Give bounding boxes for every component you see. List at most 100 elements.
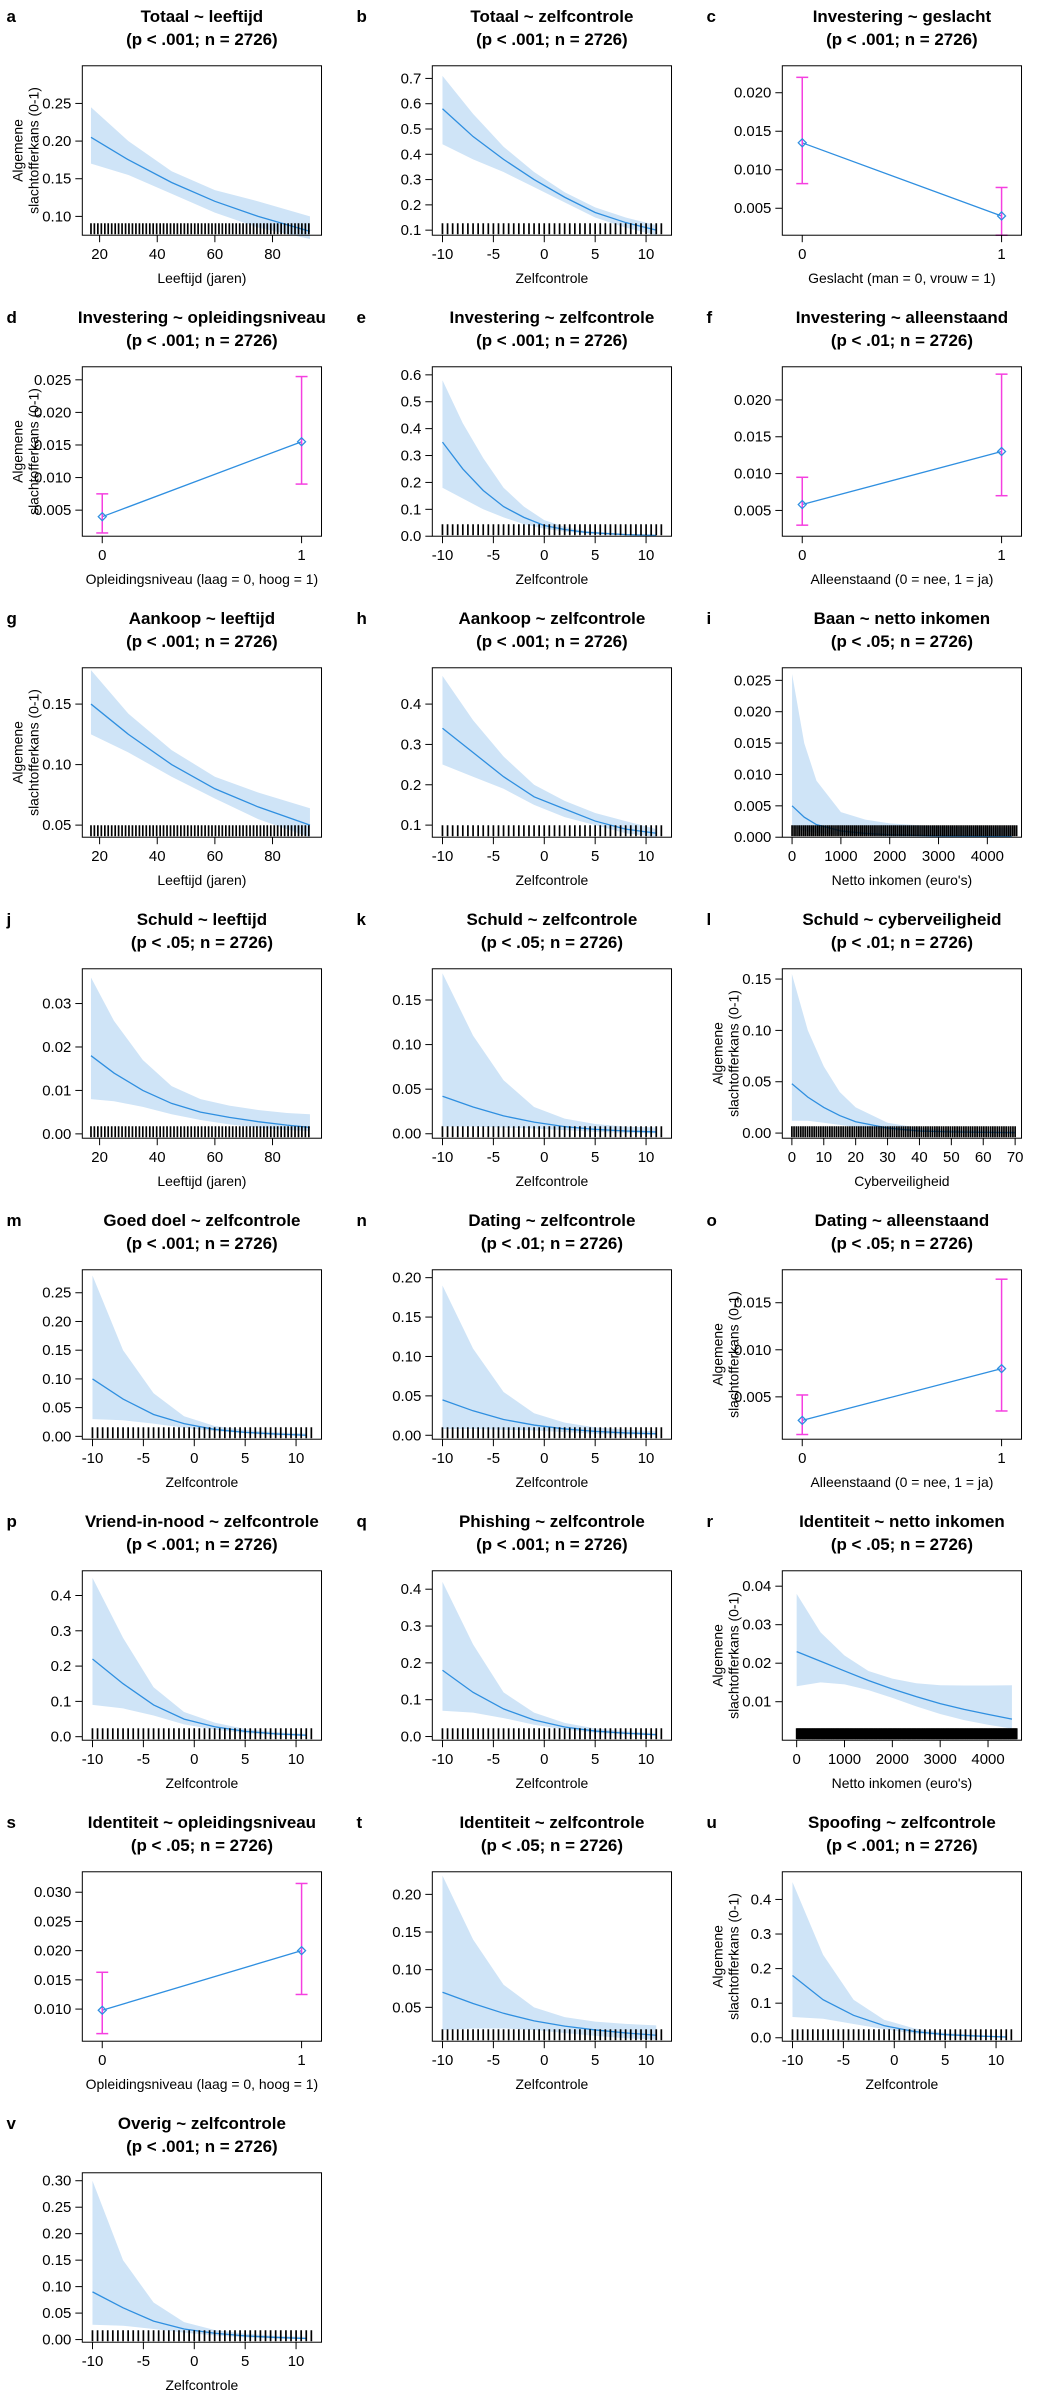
- chart-subtitle: (p < .001; n = 2726): [126, 1234, 278, 1253]
- chart-panel-i: i Baan ~ netto inkomen (p < .05; n = 2726)…: [700, 602, 1050, 902]
- panel-letter: i: [707, 609, 712, 628]
- chart-title: Totaal ~ zelfcontrole: [470, 7, 633, 26]
- x-tick-label: 40: [149, 246, 166, 263]
- plot-frame: [81, 667, 323, 838]
- y-tick-label: 0.15: [392, 992, 421, 1009]
- panel-letter: c: [707, 7, 716, 26]
- x-tick-label: -10: [82, 2353, 104, 2370]
- x-tick-label: 10: [638, 1751, 655, 1768]
- plot-frame: [781, 1871, 1023, 2042]
- y-tick-label: 0.15: [42, 696, 71, 713]
- panel-letter: b: [357, 7, 367, 26]
- x-tick-label: 1: [997, 246, 1005, 263]
- y-tick-label: 0.25: [42, 95, 71, 112]
- y-tick-label: 0.015: [34, 1972, 71, 1989]
- chart-title: Phishing ~ zelfcontrole: [459, 1512, 645, 1531]
- chart-panel-p: p Vriend-in-nood ~ zelfcontrole (p < .001;…: [0, 1505, 350, 1805]
- y-tick-label: 0.3: [401, 1618, 422, 1635]
- error-bar: [796, 1394, 809, 1436]
- x-tick-label: 4000: [971, 848, 1004, 865]
- y-tick-label: 0.005: [734, 798, 771, 815]
- x-tick-label: -5: [137, 1751, 150, 1768]
- y-axis-label: Algemene: [710, 1323, 726, 1386]
- rug-marks: [91, 2330, 313, 2342]
- y-tick-label: 0.00: [42, 1126, 71, 1143]
- chart-svg-g: g Aankoop ~ leeftijd (p < .001; n = 2726) 2…: [7, 609, 323, 888]
- y-tick-label: 0.01: [42, 1082, 71, 1099]
- confidence-band: [442, 973, 657, 1134]
- y-tick-label: 0.0: [751, 2030, 772, 2047]
- chart-svg-r: r Identiteit ~ netto inkomen (p < .05; n =…: [707, 1512, 1023, 1791]
- chart-svg-f: f Investering ~ alleenstaand (p < .01; n =…: [707, 308, 1023, 587]
- x-axis-label: Opleidingsniveau (laag = 0, hoog = 1): [86, 2076, 318, 2092]
- y-tick-label: 0.4: [401, 146, 422, 163]
- data-point: [996, 446, 1007, 457]
- x-tick-label: 20: [91, 1149, 108, 1166]
- fit-line: [90, 1055, 311, 1128]
- y-tick-label: 0.10: [42, 1371, 71, 1388]
- chart-svg-h: h Aankoop ~ zelfcontrole (p < .001; n = 27…: [357, 609, 673, 888]
- chart-svg-t: t Identiteit ~ zelfcontrole (p < .05; n = …: [357, 1813, 673, 2092]
- chart-svg-j: j Schuld ~ leeftijd (p < .05; n = 2726) 20 4…: [6, 910, 323, 1189]
- x-tick-label: 20: [91, 246, 108, 263]
- y-tick-label: 0.6: [401, 96, 422, 113]
- x-tick-label: 10: [638, 1149, 655, 1166]
- panel-letter: g: [7, 609, 17, 628]
- data-point: [97, 2005, 108, 2016]
- x-tick-label: 80: [264, 1149, 281, 1166]
- chart-subtitle: (p < .05; n = 2726): [481, 1836, 623, 1855]
- chart-panel-m: m Goed doel ~ zelfcontrole (p < .001; n = …: [0, 1204, 350, 1504]
- x-tick-label: 5: [241, 1751, 249, 1768]
- x-tick-label: 0: [190, 2353, 198, 2370]
- x-tick-label: 0: [540, 246, 548, 263]
- x-tick-label: 10: [638, 246, 655, 263]
- chart-panel-u: u Spoofing ~ zelfcontrole (p < .001; n = 2…: [700, 1806, 1050, 2106]
- x-axis-label: Netto inkomen (euro's): [832, 872, 973, 888]
- chart-subtitle: (p < .001; n = 2726): [476, 632, 628, 651]
- chart-panel-r: r Identiteit ~ netto inkomen (p < .05; n =…: [700, 1505, 1050, 1805]
- panel-letter: d: [7, 308, 17, 327]
- chart-subtitle: (p < .05; n = 2726): [831, 1234, 973, 1253]
- chart-title: Spoofing ~ zelfcontrole: [808, 1813, 996, 1832]
- chart-title: Totaal ~ leeftijd: [141, 7, 264, 26]
- x-axis-label: Zelfcontrole: [515, 1775, 588, 1791]
- chart-svg-k: k Schuld ~ zelfcontrole (p < .05; n = 2726…: [357, 910, 673, 1189]
- x-tick-label: 10: [638, 547, 655, 564]
- x-axis-label: Zelfcontrole: [515, 571, 588, 587]
- y-tick-label: 0.00: [742, 1125, 771, 1142]
- rug-marks: [441, 1126, 663, 1138]
- panel-letter: m: [7, 1211, 22, 1230]
- chart-panel-e: e Investering ~ zelfcontrole (p < .001; n …: [350, 301, 700, 601]
- chart-svg-v: v Overig ~ zelfcontrole (p < .001; n = 272…: [7, 2114, 323, 2393]
- chart-title: Schuld ~ cyberveiligheid: [802, 910, 1001, 929]
- chart-subtitle: (p < .05; n = 2726): [131, 1836, 273, 1855]
- x-tick-label: 10: [988, 2052, 1005, 2069]
- y-tick-label: 0.10: [392, 1348, 421, 1365]
- x-tick-label: 0: [798, 547, 806, 564]
- x-tick-label: 4000: [971, 1751, 1004, 1768]
- y-tick-label: 0.15: [42, 2252, 71, 2269]
- y-tick-label: 0.005: [34, 502, 71, 519]
- chart-panel-v: v Overig ~ zelfcontrole (p < .001; n = 272…: [0, 2107, 350, 2407]
- y-tick-label: 0.25: [42, 2199, 71, 2216]
- plot-frame: [431, 366, 673, 537]
- x-tick-label: -10: [82, 1751, 104, 1768]
- fit-line: [442, 108, 657, 231]
- plot-frame: [781, 1570, 1023, 1741]
- confidence-band: [90, 107, 310, 240]
- chart-subtitle: (p < .001; n = 2726): [126, 1535, 278, 1554]
- y-tick-label: 0.015: [734, 1295, 771, 1312]
- rug-marks: [441, 223, 663, 235]
- chart-title: Identiteit ~ zelfcontrole: [459, 1813, 644, 1832]
- x-tick-label: 5: [591, 1450, 599, 1467]
- plot-frame: [81, 65, 323, 236]
- rug-marks: [441, 1728, 663, 1740]
- chart-title: Baan ~ netto inkomen: [814, 609, 990, 628]
- x-tick-label: -10: [432, 1450, 454, 1467]
- fit-line: [796, 1651, 1013, 1720]
- x-tick-label: 2000: [876, 1751, 909, 1768]
- y-tick-label: 0.010: [734, 162, 771, 179]
- chart-title: Vriend-in-nood ~ zelfcontrole: [85, 1512, 319, 1531]
- plot-frame: [781, 667, 1023, 838]
